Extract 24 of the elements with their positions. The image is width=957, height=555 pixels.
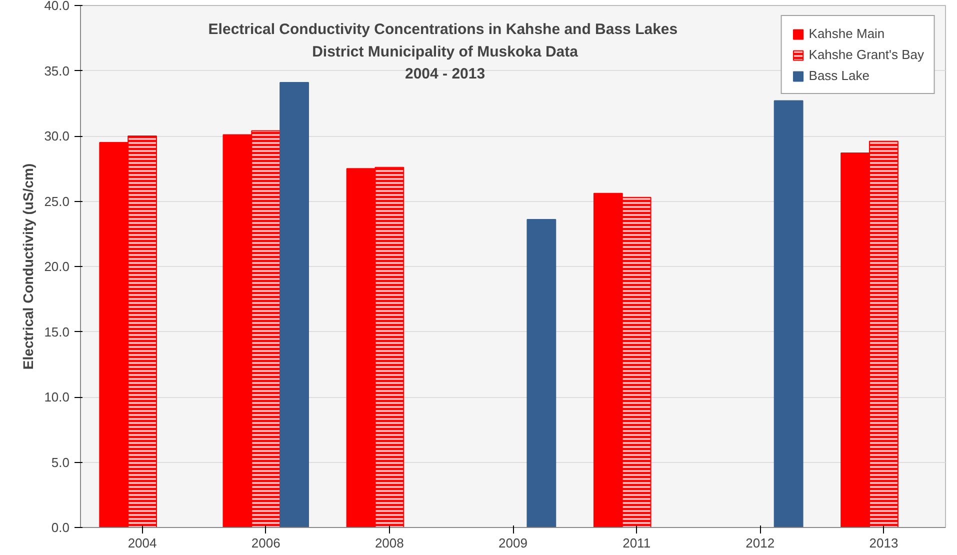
legend-label: Kahshe Main: [808, 26, 885, 41]
x-tick-label: 2004: [128, 536, 157, 550]
legend-label: Kahshe Grant's Bay: [808, 47, 924, 62]
text: Electrical Conductivity Concentrations in Kahshe and Bass Lakes District Municipality of Muskoka Data 2004 - 2013: [208, 21, 678, 82]
y-tick-label: 40.0: [44, 0, 70, 13]
x-tick-label: 2008: [374, 536, 404, 550]
x-tick-label: 2012: [746, 536, 775, 550]
y-tick-label: 15.0: [44, 324, 70, 340]
y-axis-title: Electrical Conductivity (uS/cm): [20, 163, 36, 370]
bar: [526, 219, 556, 528]
y-tick-label: 20.0: [44, 259, 70, 274]
x-tick-label: 2013: [869, 536, 898, 550]
legend-label: Bass Lake: [808, 68, 870, 83]
bar: [280, 82, 309, 528]
x-tick-label: 2009: [498, 536, 528, 550]
y-tick-label: 35.0: [44, 63, 70, 78]
y-tick-label: 25.0: [44, 194, 70, 209]
x-tick-label: 2006: [251, 536, 280, 550]
y-tick-label: 10.0: [44, 390, 70, 404]
x-tick-label: 2011: [622, 536, 651, 550]
y-tick-label: 0.0: [51, 520, 70, 535]
y-tick-label: 30.0: [44, 128, 70, 144]
y-tick-label: 5.0: [51, 454, 70, 470]
bar: [774, 100, 804, 528]
